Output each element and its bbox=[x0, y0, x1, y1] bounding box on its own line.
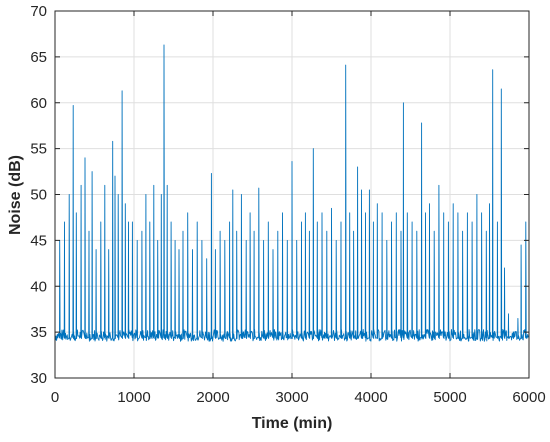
x-tick-label: 2000 bbox=[196, 389, 229, 406]
y-axis-label: Noise (dB) bbox=[7, 155, 24, 235]
x-tick-label: 5000 bbox=[433, 389, 466, 406]
y-tick-label: 45 bbox=[30, 232, 47, 249]
y-tick-label: 65 bbox=[30, 49, 47, 66]
x-tick-label: 0 bbox=[51, 389, 59, 406]
ticks: 0 1000 2000 3000 4000 5000 6000 30 35 40 45 50 55 60 6… bbox=[30, 3, 545, 406]
noise-series-line bbox=[54, 44, 529, 342]
x-tick-label: 6000 bbox=[512, 389, 545, 406]
y-tick-label: 60 bbox=[30, 95, 47, 112]
y-tick-label: 40 bbox=[30, 278, 47, 295]
x-tick-label: 4000 bbox=[354, 389, 387, 406]
data-series bbox=[54, 44, 529, 342]
x-tick-label: 1000 bbox=[117, 389, 150, 406]
y-tick-label: 55 bbox=[30, 141, 47, 158]
y-tick-label: 50 bbox=[30, 187, 47, 204]
y-tick-label: 70 bbox=[30, 3, 47, 20]
x-axis-label: Time (min) bbox=[252, 415, 333, 432]
x-tick-label: 3000 bbox=[275, 389, 308, 406]
y-tick-label: 35 bbox=[30, 324, 47, 341]
y-tick-label: 30 bbox=[30, 370, 47, 387]
